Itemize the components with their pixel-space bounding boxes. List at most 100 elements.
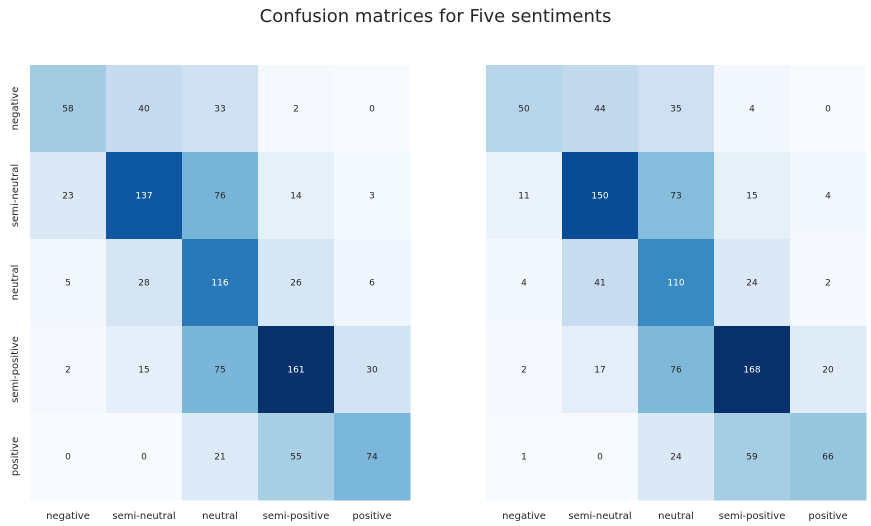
confusion-matrix-right: 50 44 35 4 011 150 73 15 44 41 110 24 22 17 76 168 201 0 2… (486, 65, 867, 522)
heatmap-cell-0-2-4 (334, 239, 411, 327)
heatmap-cell-1-4-2 (638, 413, 715, 501)
heatmap-cell-1-1-4 (790, 152, 867, 240)
heatmap-cell-0-4-0 (30, 413, 107, 501)
x-tick-label-1-2: neutral (658, 511, 694, 522)
cell-value-1-0-1: 44 (594, 105, 606, 115)
heatmap-cell-0-1-0 (30, 152, 107, 240)
heatmap-cell-1-1-1 (562, 152, 639, 240)
cell-value-0-1-1: 137 (135, 192, 152, 202)
heatmap-cell-0-0-0 (30, 65, 107, 153)
cell-value-0-2-2: 116 (211, 279, 228, 289)
cell-value-1-2-1: 41 (594, 279, 605, 289)
y-tick-label-0-3: semi-positive (10, 336, 21, 403)
heatmap-cell-1-1-0 (486, 152, 563, 240)
cell-value-1-2-2: 110 (667, 279, 684, 289)
cell-value-1-3-3: 168 (743, 366, 760, 376)
heatmap-cell-0-2-1 (106, 239, 183, 327)
x-tick-label-0-2: neutral (202, 511, 238, 522)
heatmap-cell-1-4-4 (790, 413, 867, 501)
y-tick-label-0-1: semi-neutral (10, 164, 21, 227)
heatmap-cell-1-0-1 (562, 65, 639, 153)
heatmap-cell-0-0-3 (258, 65, 335, 153)
cell-value-1-4-0: 1 (521, 453, 527, 463)
heatmap-cell-0-4-3 (258, 413, 335, 501)
heatmap-cell-0-3-0 (30, 326, 107, 414)
cell-value-1-1-2: 73 (670, 192, 681, 202)
cell-value-0-2-1: 28 (138, 279, 150, 289)
heatmap-cell-1-0-2 (638, 65, 715, 153)
cell-value-0-4-4: 74 (366, 453, 378, 463)
cell-value-0-1-4: 3 (369, 192, 375, 202)
heatmap-cell-1-0-0 (486, 65, 563, 153)
heatmap-cell-1-2-4 (790, 239, 867, 327)
cell-value-1-3-1: 17 (594, 366, 605, 376)
heatmap-cell-0-0-4 (334, 65, 411, 153)
x-tick-label-1-3: semi-positive (719, 511, 786, 522)
heatmap-cell-1-1-2 (638, 152, 715, 240)
x-tick-label-1-0: negative (502, 511, 546, 522)
heatmap-cell-0-4-4 (334, 413, 411, 501)
heatmap-cell-1-4-1 (562, 413, 639, 501)
cell-value-0-1-2: 76 (214, 192, 226, 202)
cell-value-1-4-1: 0 (597, 453, 603, 463)
cell-value-1-1-1: 150 (591, 192, 608, 202)
heatmap-cell-1-3-3 (714, 326, 791, 414)
cell-value-1-2-4: 2 (825, 279, 831, 289)
x-tick-label-0-1: semi-neutral (112, 511, 175, 522)
heatmap-cell-0-2-3 (258, 239, 335, 327)
heatmap-cell-1-4-0 (486, 413, 563, 501)
heatmap-cell-0-3-2 (182, 326, 259, 414)
heatmap-cell-1-0-3 (714, 65, 791, 153)
figure-title: Confusion matrices for Five sentiments (259, 6, 612, 27)
cell-value-0-4-0: 0 (65, 453, 71, 463)
heatmap-cell-1-3-4 (790, 326, 867, 414)
y-tick-label-0-2: neutral (10, 265, 21, 301)
cell-value-0-2-0: 5 (65, 279, 71, 289)
cell-value-1-4-3: 59 (746, 453, 758, 463)
cell-value-0-0-4: 0 (369, 105, 375, 115)
cell-value-1-1-4: 4 (825, 192, 831, 202)
cell-value-1-1-0: 11 (518, 192, 529, 202)
x-tick-label-1-4: positive (808, 511, 847, 522)
heatmap-cell-1-2-1 (562, 239, 639, 327)
y-tick-label-0-0: negative (10, 87, 21, 131)
heatmap-cell-1-0-4 (790, 65, 867, 153)
y-tick-label-0-4: positive (10, 437, 21, 476)
heatmap-cell-0-1-3 (258, 152, 335, 240)
heatmap-cell-0-1-1 (106, 152, 183, 240)
cell-value-0-2-3: 26 (290, 279, 302, 289)
heatmap-cell-0-1-2 (182, 152, 259, 240)
heatmap-cell-0-4-1 (106, 413, 183, 501)
confusion-matrix-left: 58 40 33 2 0 23 137 76 14 3 5 28 116 26 6 2 15 75 161 30 0 0 2… (10, 65, 411, 522)
heatmap-cell-1-2-0 (486, 239, 563, 327)
cell-value-0-4-2: 21 (214, 453, 225, 463)
cell-value-0-2-4: 6 (369, 279, 375, 289)
x-tick-label-0-3: semi-positive (263, 511, 330, 522)
cell-value-0-3-3: 161 (287, 366, 304, 376)
cell-value-1-0-2: 35 (670, 105, 681, 115)
cell-value-1-4-4: 66 (822, 453, 834, 463)
cell-value-1-2-3: 24 (746, 279, 758, 289)
cell-value-1-4-2: 24 (670, 453, 682, 463)
heatmap-cell-0-1-4 (334, 152, 411, 240)
heatmap-cell-1-1-3 (714, 152, 791, 240)
heatmap-cell-0-3-3 (258, 326, 335, 414)
cell-value-1-0-0: 50 (518, 105, 530, 115)
cell-value-0-0-0: 58 (62, 105, 74, 115)
heatmap-cell-1-3-0 (486, 326, 563, 414)
cell-value-1-0-4: 0 (825, 105, 831, 115)
heatmap-cell-1-2-3 (714, 239, 791, 327)
cell-value-0-4-1: 0 (141, 453, 147, 463)
heatmap-cell-0-0-2 (182, 65, 259, 153)
heatmap-cell-1-3-2 (638, 326, 715, 414)
cell-value-0-4-3: 55 (290, 453, 301, 463)
cell-value-0-0-1: 40 (138, 105, 150, 115)
heatmap-cell-1-4-3 (714, 413, 791, 501)
cell-value-0-0-3: 2 (293, 105, 299, 115)
cell-value-1-2-0: 4 (521, 279, 527, 289)
cell-value-0-3-1: 15 (138, 366, 149, 376)
cell-value-0-3-2: 75 (214, 366, 225, 376)
cell-value-1-3-2: 76 (670, 366, 682, 376)
heatmap-cell-0-3-4 (334, 326, 411, 414)
